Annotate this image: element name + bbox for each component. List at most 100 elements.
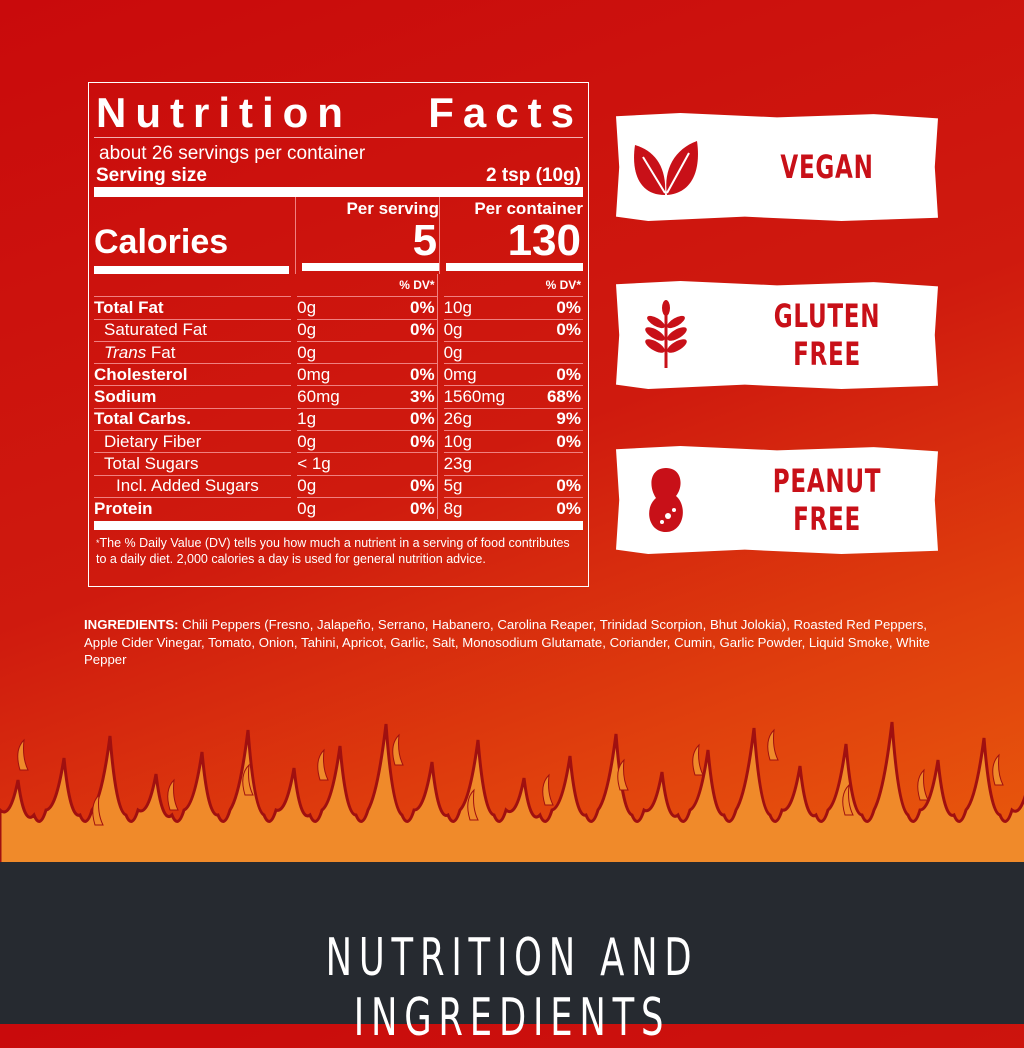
flame-tip bbox=[767, 728, 779, 761]
amount-container: 23g bbox=[443, 454, 472, 474]
divider bbox=[436, 340, 444, 364]
divider bbox=[436, 474, 444, 497]
nutrient-rows: Total Fat 0g 0% 10g 0% Saturated Fat 0g 0% 0… bbox=[94, 296, 583, 520]
per-serving-label: Per serving bbox=[346, 199, 440, 218]
dv-container: 9% bbox=[556, 409, 581, 429]
flame-tip bbox=[17, 738, 29, 771]
serving-size: Serving size 2 tsp (10g) bbox=[94, 165, 583, 197]
divider bbox=[436, 363, 444, 386]
title-left: Nutrition bbox=[96, 89, 352, 136]
amount-serving: < 1g bbox=[297, 454, 331, 474]
amount-container: 10g bbox=[443, 297, 472, 317]
footnote: *The % Daily Value (DV) tells you how mu… bbox=[94, 521, 583, 567]
dv-serving: 0% bbox=[410, 364, 435, 384]
divider bbox=[436, 430, 444, 453]
amount-serving: 0g bbox=[297, 320, 317, 340]
badge-label: VEGAN bbox=[780, 148, 874, 186]
dv-serving: 0% bbox=[410, 320, 435, 340]
amount-serving: 1g bbox=[297, 409, 317, 429]
amount-serving: 0g bbox=[297, 342, 317, 362]
flame-tip bbox=[542, 773, 554, 806]
flame-tip bbox=[842, 783, 854, 816]
amount-container: 10g bbox=[443, 431, 472, 451]
per-container-cell: 5g 0% bbox=[443, 474, 583, 497]
nutrient-label-text: Dietary Fiber bbox=[104, 431, 202, 451]
nutrient-row: Sodium 60mg 3% 1560mg 68% bbox=[94, 385, 583, 408]
amount-container: 0mg bbox=[443, 364, 477, 384]
dv-container: 0% bbox=[556, 297, 581, 317]
amount-serving: 0g bbox=[297, 476, 317, 496]
flame-tip bbox=[992, 753, 1004, 786]
per-serving-cell: 0g 0% bbox=[297, 296, 437, 318]
flames-decoration bbox=[0, 721, 1024, 890]
badge-vegan: VEGAN bbox=[616, 113, 938, 221]
nutrient-row: Total Sugars < 1g 23g bbox=[94, 452, 583, 475]
nutrient-label: Dietary Fiber bbox=[94, 430, 292, 452]
dv-label-container: % DV* bbox=[545, 278, 581, 293]
flame-tip bbox=[242, 763, 254, 796]
nutrition-facts-label: Nutrition Facts about 26 servings per con… bbox=[88, 82, 589, 587]
dv-serving: 0% bbox=[410, 476, 435, 496]
divider bbox=[436, 318, 444, 341]
servings-per-container: about 26 servings per container bbox=[99, 143, 366, 164]
flame-tip bbox=[467, 788, 479, 821]
calories-per-serving: 5 bbox=[302, 219, 440, 271]
nutrient-label: Trans Fat bbox=[94, 340, 292, 363]
per-serving-column: Per serving 5 bbox=[295, 197, 440, 274]
nutrient-row: Trans Fat 0g 0g bbox=[94, 340, 583, 364]
flame-tip bbox=[617, 758, 629, 791]
per-serving-cell: 1g 0% bbox=[297, 407, 437, 430]
serving-size-label: Serving size bbox=[96, 165, 207, 186]
divider bbox=[436, 274, 444, 297]
serving-size-value: 2 tsp (10g) bbox=[485, 165, 581, 186]
nutrient-label: Cholesterol bbox=[94, 363, 292, 385]
nutrient-row: Cholesterol 0mg 0% 0mg 0% bbox=[94, 363, 583, 386]
nutrient-label-text: Total Sugars bbox=[104, 454, 199, 474]
per-serving-cell: 0g bbox=[297, 340, 437, 363]
dv-serving: 3% bbox=[410, 387, 435, 407]
nutrient-label-text: Total Fat bbox=[94, 297, 164, 317]
per-container-cell: 0g 0% bbox=[443, 318, 583, 341]
dv-header-row: % DV* % DV* bbox=[94, 274, 583, 297]
flame-shape bbox=[0, 721, 1024, 890]
nutrient-row: Saturated Fat 0g 0% 0g 0% bbox=[94, 318, 583, 341]
title-right: Facts bbox=[428, 89, 583, 136]
footer-band: NUTRITION AND INGREDIENTS bbox=[0, 862, 1024, 1048]
badge-label: GLUTEN FREE bbox=[773, 297, 881, 373]
nutrient-label-italic: Trans bbox=[104, 342, 147, 362]
ingredients-label: INGREDIENTS: bbox=[84, 617, 179, 632]
per-container-cell: 26g 9% bbox=[443, 407, 583, 430]
leaves-icon bbox=[616, 137, 716, 197]
per-serving-cell: 0g 0% bbox=[297, 474, 437, 497]
nutrient-label: Sodium bbox=[94, 385, 292, 407]
divider bbox=[436, 385, 444, 408]
nutrient-row: Total Carbs. 1g 0% 26g 9% bbox=[94, 407, 583, 431]
dv-container: 0% bbox=[556, 364, 581, 384]
amount-container: 5g bbox=[443, 476, 463, 496]
badge-peanut-free: PEANUT FREE bbox=[616, 446, 938, 554]
per-serving-cell: 0g 0% bbox=[297, 318, 437, 341]
amount-serving: 60mg bbox=[297, 387, 340, 407]
amount-serving: 0mg bbox=[297, 364, 331, 384]
nutrient-row: Protein 0g 0% 8g 0% bbox=[94, 496, 583, 520]
footnote-mark: * bbox=[96, 538, 100, 549]
dv-label-serving: % DV* bbox=[399, 278, 435, 293]
wheat-icon bbox=[616, 300, 716, 370]
amount-serving: 0g bbox=[297, 297, 317, 317]
per-serving-cell: 60mg 3% bbox=[297, 385, 437, 407]
nutrient-label-text: Sodium bbox=[94, 387, 157, 407]
peanut-icon bbox=[616, 466, 716, 534]
flame-tip bbox=[92, 793, 104, 826]
nutrient-label: Total Fat bbox=[94, 296, 292, 318]
per-container-label: Per container bbox=[474, 199, 583, 218]
dv-container: 0% bbox=[556, 320, 581, 340]
per-container-cell: 10g 0% bbox=[443, 296, 583, 318]
nutrient-label-text: Incl. Added Sugars bbox=[116, 476, 259, 496]
spacer bbox=[94, 274, 291, 296]
nutrient-row: Total Fat 0g 0% 10g 0% bbox=[94, 296, 583, 319]
divider bbox=[436, 496, 444, 520]
per-container-cell: 10g 0% bbox=[443, 430, 583, 452]
per-container-column: Per container 130 bbox=[439, 197, 583, 274]
amount-serving: 0g bbox=[297, 498, 317, 518]
amount-container: 1560mg bbox=[443, 387, 505, 407]
